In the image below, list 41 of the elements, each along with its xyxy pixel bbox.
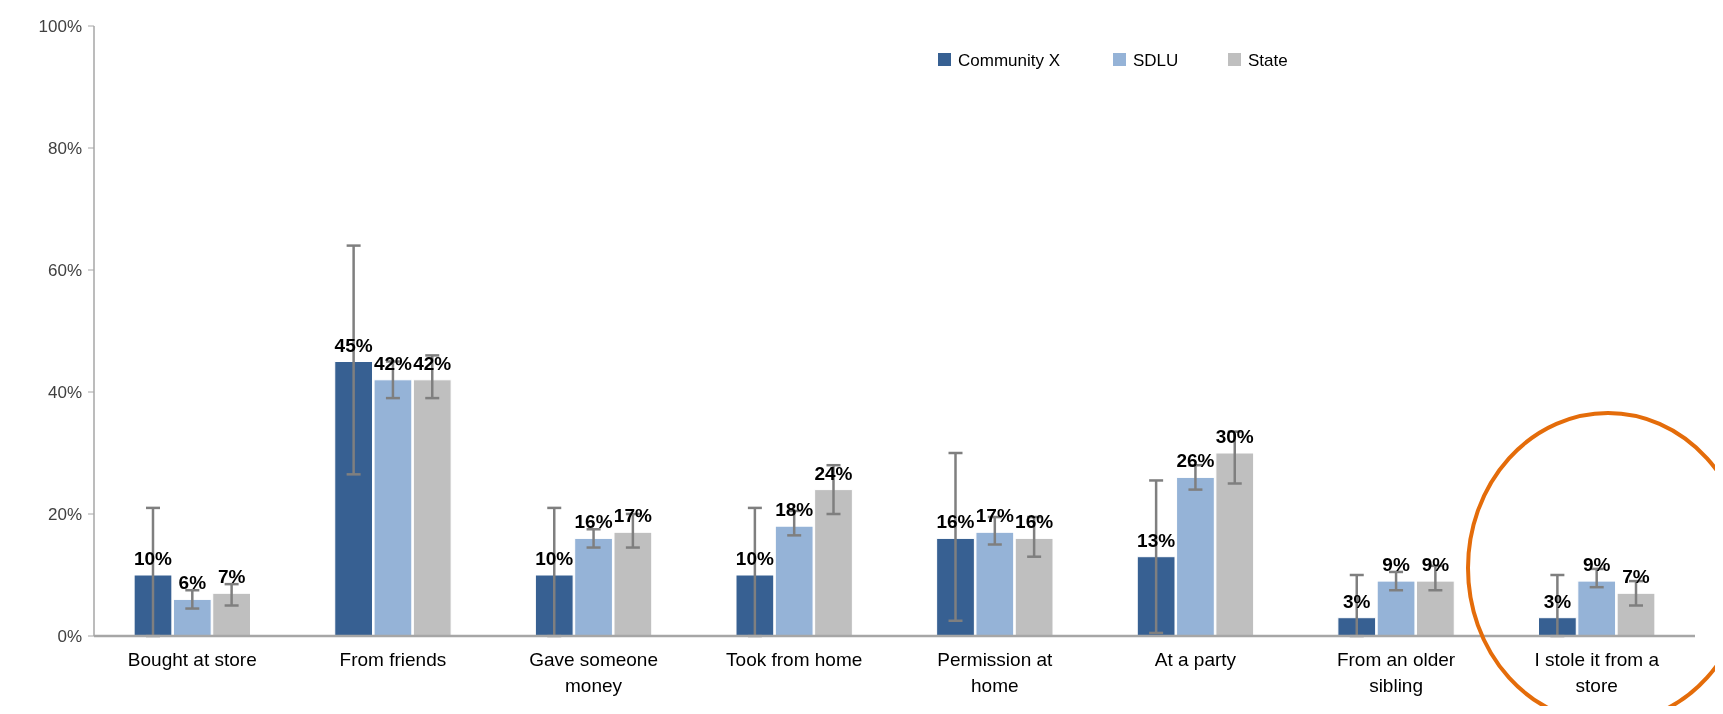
data-label: 13% (1137, 529, 1176, 551)
data-label: 7% (1622, 566, 1650, 588)
data-label: 9% (1421, 554, 1450, 576)
data-label: 45% (334, 334, 373, 356)
legend-label: Community X (958, 50, 1061, 70)
x-tick-label: Took from home (726, 649, 863, 670)
y-tick-label: 100% (38, 16, 82, 36)
data-label: 30% (1215, 426, 1254, 447)
legend-label: SDLU (1133, 50, 1179, 70)
data-label: 16% (574, 511, 613, 533)
y-tick-label: 0% (57, 626, 82, 646)
legend-label: State (1248, 50, 1288, 70)
data-label: 10% (133, 548, 173, 569)
y-tick-label: 60% (47, 260, 82, 280)
data-label: 3% (1543, 590, 1572, 612)
data-label: 24% (814, 462, 853, 484)
data-label: 17% (975, 505, 1014, 527)
y-tick-label: 80% (47, 138, 82, 158)
x-tick-label: I stole it from a store (1534, 649, 1660, 696)
data-label: 9% (1382, 554, 1410, 576)
x-tick-label: Permission at home (937, 649, 1054, 696)
data-label: 10% (735, 548, 774, 569)
data-label: 7% (217, 566, 246, 588)
data-label: 42% (373, 352, 413, 374)
data-label: 10% (535, 548, 574, 569)
data-label: 18% (775, 499, 814, 521)
y-tick-label: 40% (47, 382, 82, 402)
x-tick-label: Bought at store (127, 649, 257, 670)
y-tick-label: 20% (47, 504, 82, 524)
data-label: 17% (613, 505, 652, 527)
x-tick-label: At a party (1154, 649, 1237, 670)
x-tick-label: From an older sibling (1336, 649, 1456, 696)
data-label: 16% (936, 511, 975, 533)
data-label: 6% (178, 572, 207, 594)
data-label: 42% (413, 352, 452, 374)
x-tick-label: Gave someone money (529, 649, 658, 696)
data-label: 16% (1015, 511, 1054, 533)
data-label: 9% (1582, 554, 1611, 576)
data-label: 26% (1176, 450, 1215, 472)
data-label: 3% (1343, 590, 1371, 612)
x-tick-label: From friends (339, 649, 447, 670)
